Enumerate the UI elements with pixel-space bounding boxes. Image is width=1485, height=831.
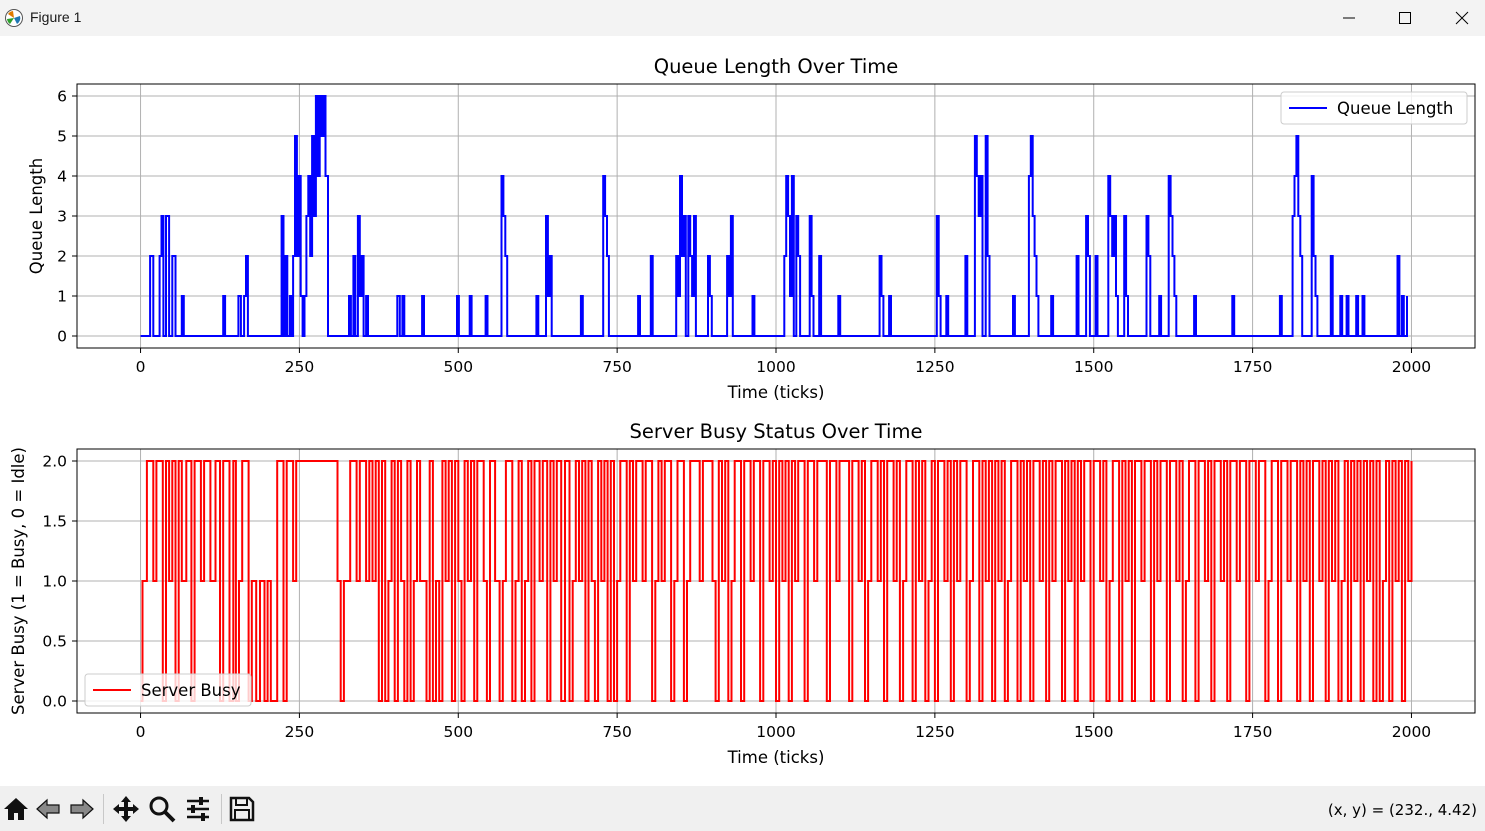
y-tick-label: 1	[57, 288, 67, 306]
save-button[interactable]	[226, 794, 258, 824]
maximize-button[interactable]	[1382, 0, 1428, 36]
y-tick-label: 4	[57, 168, 67, 186]
y-tick-label: 3	[57, 208, 67, 226]
toolbar-separator	[103, 794, 104, 824]
series-line	[140, 95, 1408, 337]
x-tick-label: 250	[285, 723, 315, 741]
legend-box	[1280, 91, 1468, 125]
x-tick-label: 1250	[915, 723, 954, 741]
zoom-button[interactable]	[146, 794, 178, 824]
y-tick-label: 0	[57, 328, 67, 346]
chart-title: Queue Length Over Time	[654, 55, 899, 78]
move-icon	[113, 796, 139, 822]
back-arrow-icon	[36, 798, 60, 820]
series-line	[140, 460, 1413, 702]
x-tick-label: 0	[136, 723, 146, 741]
minimize-icon	[1343, 17, 1355, 19]
y-axis-label: Queue Length	[27, 158, 46, 274]
y-tick-label: 0.0	[42, 693, 67, 711]
x-tick-label: 250	[285, 358, 315, 376]
chart-2-axes: 0 250 500 750 1000 1250 1500 1750 2000 0.0 0.5 1.0 1…	[9, 420, 1476, 767]
back-button[interactable]	[32, 794, 64, 824]
x-tick-label: 1000	[756, 723, 795, 741]
figure-svg[interactable]: 0 250 500 750 1000 1250 1500 1750 2000 0 1 2 3 4 5 6 Tim…	[0, 36, 1485, 786]
navigation-toolbar: (x, y) = (232., 4.42)	[0, 786, 1485, 831]
matplotlib-logo-icon	[5, 9, 23, 27]
x-tick-label: 2000	[1392, 723, 1431, 741]
x-tick-label: 2000	[1392, 358, 1431, 376]
y-tick-label: 1.5	[42, 513, 67, 531]
legend-box	[84, 673, 252, 707]
chart-title: Server Busy Status Over Time	[630, 420, 923, 443]
x-tick-label: 1500	[1074, 723, 1113, 741]
x-axis-label: Time (ticks)	[727, 748, 825, 767]
y-tick-label: 6	[57, 88, 67, 106]
x-axis-label: Time (ticks)	[727, 383, 825, 402]
home-button[interactable]	[0, 794, 32, 824]
x-tick-label: 750	[602, 723, 632, 741]
x-tick-label: 750	[602, 358, 632, 376]
y-tick-label: 1.0	[42, 573, 67, 591]
y-tick-label: 0.5	[42, 633, 67, 651]
toolbar-separator	[221, 794, 222, 824]
maximize-icon	[1399, 12, 1411, 24]
pan-button[interactable]	[110, 794, 142, 824]
zoom-icon	[149, 796, 176, 823]
legend-label: Queue Length	[1337, 99, 1453, 118]
home-icon	[4, 798, 28, 820]
forward-arrow-icon	[70, 798, 94, 820]
x-tick-label: 1500	[1074, 358, 1113, 376]
sliders-icon	[187, 797, 209, 821]
y-tick-label: 5	[57, 128, 67, 146]
x-tick-label: 1750	[1233, 723, 1272, 741]
title-bar: Figure 1	[0, 0, 1485, 36]
chart-1-axes: 0 250 500 750 1000 1250 1500 1750 2000 0 1 2 3 4 5 6 Tim…	[27, 55, 1476, 402]
close-button[interactable]	[1439, 0, 1485, 36]
x-tick-label: 500	[443, 723, 473, 741]
forward-button[interactable]	[66, 794, 98, 824]
y-tick-label: 2.0	[42, 453, 67, 471]
x-tick-label: 1250	[915, 358, 954, 376]
legend: Server Busy	[84, 673, 252, 707]
configure-subplots-button[interactable]	[182, 794, 214, 824]
legend: Queue Length	[1280, 91, 1468, 125]
x-tick-label: 1750	[1233, 358, 1272, 376]
x-tick-label: 0	[136, 358, 146, 376]
legend-label: Server Busy	[141, 681, 241, 700]
y-tick-label: 2	[57, 248, 67, 266]
save-icon	[229, 796, 255, 822]
close-icon	[1455, 11, 1469, 25]
figure-canvas[interactable]: 0 250 500 750 1000 1250 1500 1750 2000 0 1 2 3 4 5 6 Tim…	[0, 36, 1485, 786]
minimize-button[interactable]	[1326, 0, 1372, 36]
y-axis-label: Server Busy (1 = Busy, 0 = Idle)	[9, 447, 28, 715]
x-tick-label: 1000	[756, 358, 795, 376]
x-tick-label: 500	[443, 358, 473, 376]
window-title: Figure 1	[30, 9, 82, 25]
cursor-coordinates: (x, y) = (232., 4.42)	[1327, 801, 1477, 819]
